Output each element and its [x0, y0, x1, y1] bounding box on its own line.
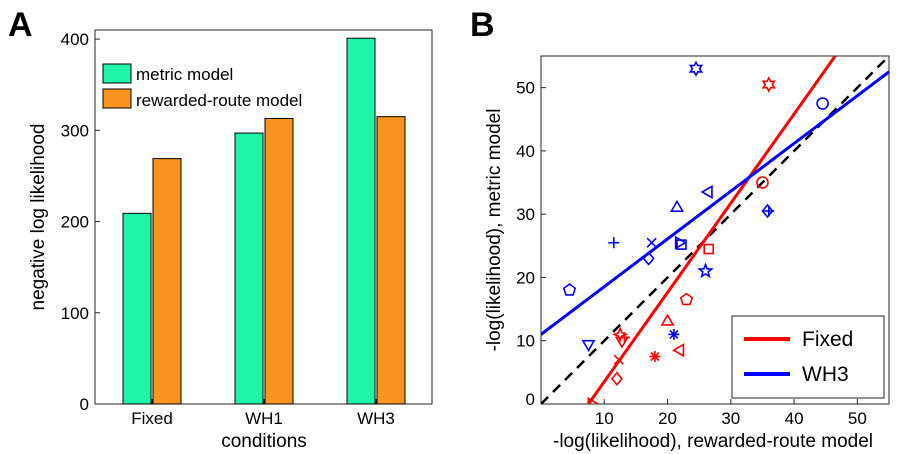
- scatter-x-tick-label: 20: [658, 409, 677, 428]
- legend-label-wh3: WH3: [802, 363, 849, 386]
- bar-rewarded-route-model-wh1: [264, 117, 294, 405]
- scatter-point-wh3-diamond: [642, 251, 655, 266]
- scatter-point-fixed-triangle-up: [660, 313, 675, 326]
- bars: [122, 37, 406, 405]
- panel-label-b: B: [470, 6, 495, 44]
- scatter-y-axis-label: -log(likelihood), metric model: [484, 109, 505, 352]
- bar-metric-model-wh1: [234, 132, 264, 405]
- scatter-point-wh3-pentagon: [562, 283, 577, 296]
- scatter-y-tick-label: 20: [516, 268, 535, 287]
- scatter-y-tick-label: 40: [516, 142, 535, 161]
- bar-rewarded-route-model-wh3: [376, 116, 406, 405]
- legend-label-fixed: Fixed: [802, 328, 853, 351]
- scatter-x-ticks: 10 20 30 40 50: [540, 399, 867, 428]
- scatter-point-wh3-triangle-left: [700, 184, 713, 200]
- bar-y-tick-label: 100: [61, 304, 89, 323]
- fit-line-wh3: [541, 70, 889, 336]
- scatter-point-wh3-square: [676, 239, 687, 250]
- scatter-y-tick-label: 50: [516, 79, 535, 98]
- scatter-point-wh3-triangle-down: [581, 339, 596, 352]
- scatter-x-tick-label: 40: [785, 409, 804, 428]
- scatter-point-fixed-circle: [756, 176, 769, 189]
- scatter-point-fixed-x: [613, 354, 624, 365]
- bar-legend: metric model rewarded-route model: [102, 63, 302, 110]
- scatter-point-wh3-triangle-up: [669, 199, 685, 212]
- scatter-point-wh3-plus: [763, 205, 775, 217]
- scatter-point-fixed-diamond: [610, 371, 623, 386]
- bar-rewarded-route-model-fixed: [152, 158, 182, 405]
- bar-x-tick-label: WH3: [357, 409, 395, 428]
- scatter-point-fixed-plus: [619, 332, 630, 344]
- scatter-y-tick-label: 10: [516, 332, 535, 351]
- panel-label-a: A: [8, 6, 33, 44]
- scatter-point-wh3-asterisk: [668, 328, 680, 340]
- scatter-point-wh3-x: [646, 237, 657, 248]
- bar-y-ticks: 0 100 200 300 400: [61, 30, 100, 414]
- bar-x-tick-label: WH1: [245, 409, 283, 428]
- scatter-point-wh3-diamond: [761, 203, 774, 219]
- legend-label-rewarded-route-model: rewarded-route model: [136, 91, 302, 110]
- legend-swatch-rewarded-route-model: [102, 88, 132, 109]
- bar-x-ticks: Fixed WH1 WH3: [131, 399, 395, 428]
- scatter-x-tick-label: 30: [721, 409, 740, 428]
- scatter-point-fixed-pentagon: [679, 292, 694, 306]
- scatter-x-tick-label: 10: [595, 409, 614, 428]
- bar-y-tick-label: 0: [80, 395, 89, 414]
- scatter-point-fixed-star4: [611, 326, 629, 343]
- scatter-y-ticks: 0 10 20 30 40 50: [516, 79, 546, 409]
- legend-label-metric-model: metric model: [136, 65, 233, 84]
- bar-y-tick-label: 300: [61, 121, 89, 140]
- scatter-y-tick-label: 30: [516, 205, 535, 224]
- scatter-point-fixed-asterisk: [649, 351, 661, 362]
- bar-y-tick-label: 200: [61, 213, 89, 232]
- bar-x-tick-label: Fixed: [131, 409, 173, 428]
- bar-metric-model-fixed: [122, 212, 152, 405]
- scatter-point-wh3-plus: [608, 237, 620, 249]
- scatter-point-wh3-hexagram: [688, 60, 704, 77]
- legend-swatch-metric-model: [102, 63, 132, 84]
- scatter-point-fixed-hexagram: [761, 76, 776, 93]
- bar-metric-model-wh3: [346, 37, 376, 405]
- scatter-legend-box: [731, 315, 885, 399]
- scatter-point-fixed-square: [703, 243, 715, 255]
- scatter-y-tick-label: 0: [526, 390, 535, 409]
- scatter-chart: 0 10 20 30 40 50 10 20 30 40 50 -log(likelihood),…: [484, 55, 890, 452]
- bar-y-axis-label: negative log likelihood: [28, 124, 49, 311]
- scatter-x-axis-label: -log(likelihood), rewarded-route model: [553, 431, 873, 452]
- scatter-point-wh3-circle: [816, 97, 829, 110]
- scatter-point-fixed-triangle-left: [672, 343, 685, 358]
- bar-x-axis-label: conditions: [221, 431, 307, 452]
- scatter-point-fixed-triangle-right: [587, 396, 600, 404]
- scatter-legend: Fixed WH3: [731, 315, 885, 399]
- fit-line-fixed: [587, 56, 837, 404]
- scatter-points: [562, 60, 829, 404]
- bar-chart: 0 100 200 300 400 Fixed WH1 WH3 negative log l…: [28, 29, 433, 452]
- bar-y-tick-label: 400: [61, 30, 89, 49]
- scatter-point-wh3-star5: [697, 262, 714, 279]
- scatter-x-tick-label: 50: [848, 409, 867, 428]
